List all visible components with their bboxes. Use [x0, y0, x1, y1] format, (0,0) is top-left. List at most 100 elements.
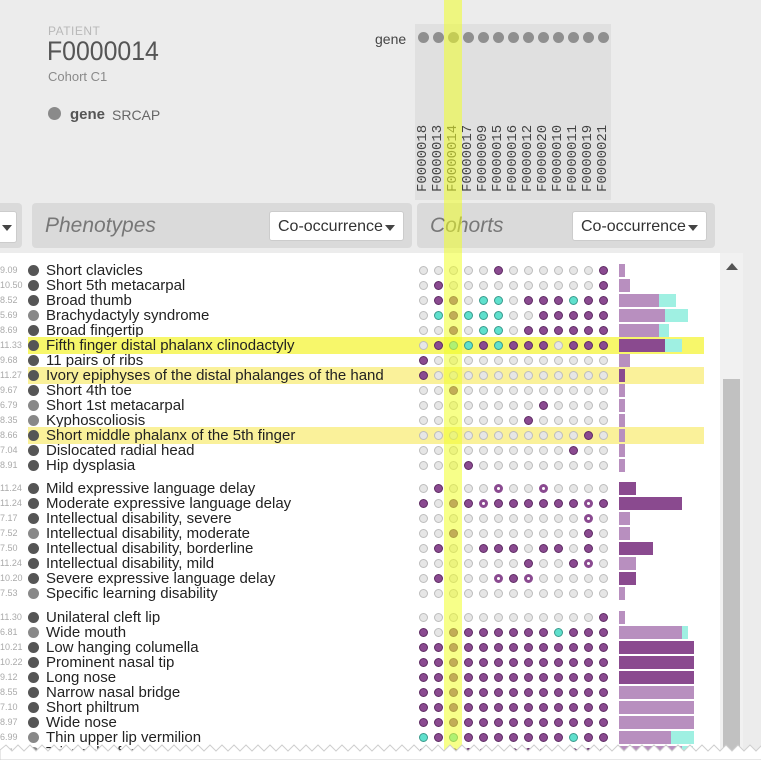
phenotype-label[interactable]: Wide mouth	[46, 624, 127, 641]
matrix-cell[interactable]	[418, 703, 428, 712]
matrix-cell[interactable]	[553, 718, 563, 727]
matrix-cell[interactable]	[553, 484, 563, 493]
matrix-cell[interactable]	[538, 401, 548, 410]
matrix-cell[interactable]	[568, 446, 578, 455]
matrix-cell[interactable]	[478, 688, 488, 697]
matrix-cell[interactable]	[523, 484, 533, 493]
matrix-cell[interactable]	[583, 559, 593, 568]
matrix-cell[interactable]	[433, 529, 443, 538]
matrix-cell[interactable]	[508, 574, 518, 583]
phenotype-row[interactable]: 8.69 Broad fingertip	[0, 323, 720, 338]
matrix-cell[interactable]	[463, 688, 473, 697]
matrix-cell[interactable]	[508, 733, 518, 742]
cohorts-sort-select[interactable]: Co-occurrence	[572, 211, 707, 241]
matrix-cell[interactable]	[478, 484, 488, 493]
matrix-cell[interactable]	[598, 281, 608, 290]
matrix-cell[interactable]	[433, 613, 443, 622]
matrix-cell[interactable]	[418, 371, 428, 380]
matrix-cell[interactable]	[418, 643, 428, 652]
matrix-cell[interactable]	[463, 529, 473, 538]
matrix-cell[interactable]	[418, 559, 428, 568]
matrix-cell[interactable]	[433, 416, 443, 425]
column-id[interactable]: F0000010	[550, 124, 566, 192]
phenotype-row[interactable]: 8.66 Short middle phalanx of the 5th fing…	[0, 427, 720, 444]
matrix-cell[interactable]	[418, 281, 428, 290]
matrix-cell[interactable]	[478, 658, 488, 667]
phenotype-row[interactable]: 10.21 Low hanging columella	[0, 640, 720, 655]
matrix-cell[interactable]	[568, 544, 578, 553]
matrix-cell[interactable]	[463, 461, 473, 470]
matrix-cell[interactable]	[508, 529, 518, 538]
matrix-cell[interactable]	[463, 628, 473, 637]
matrix-cell[interactable]	[508, 431, 518, 440]
matrix-cell[interactable]	[568, 326, 578, 335]
matrix-cell[interactable]	[493, 461, 503, 470]
matrix-cell[interactable]	[598, 559, 608, 568]
matrix-cell[interactable]	[538, 371, 548, 380]
matrix-cell[interactable]	[508, 628, 518, 637]
matrix-cell[interactable]	[538, 544, 548, 553]
matrix-cell[interactable]	[553, 703, 563, 712]
matrix-cell[interactable]	[553, 733, 563, 742]
matrix-cell[interactable]	[463, 326, 473, 335]
phenotype-row[interactable]: 11.24 Intellectual disability, mild	[0, 556, 720, 571]
matrix-cell[interactable]	[598, 544, 608, 553]
matrix-cell[interactable]	[463, 544, 473, 553]
matrix-cell[interactable]	[583, 484, 593, 493]
matrix-cell[interactable]	[523, 574, 533, 583]
matrix-cell[interactable]	[598, 733, 608, 742]
matrix-cell[interactable]	[478, 341, 488, 350]
matrix-cell[interactable]	[508, 341, 518, 350]
matrix-cell[interactable]	[538, 341, 548, 350]
matrix-cell[interactable]	[493, 266, 503, 275]
matrix-cell[interactable]	[418, 544, 428, 553]
matrix-cell[interactable]	[508, 266, 518, 275]
matrix-cell[interactable]	[523, 431, 533, 440]
matrix-cell[interactable]	[538, 386, 548, 395]
matrix-cell[interactable]	[478, 499, 488, 508]
matrix-cell[interactable]	[463, 341, 473, 350]
matrix-cell[interactable]	[478, 446, 488, 455]
matrix-cell[interactable]	[598, 446, 608, 455]
matrix-cell[interactable]	[583, 688, 593, 697]
phenotype-label[interactable]: Brachydactyly syndrome	[46, 307, 210, 324]
matrix-cell[interactable]	[523, 544, 533, 553]
matrix-cell[interactable]	[433, 499, 443, 508]
phenotype-row[interactable]: 8.35 Kyphoscoliosis	[0, 413, 720, 428]
matrix-cell[interactable]	[538, 461, 548, 470]
matrix-cell[interactable]	[568, 613, 578, 622]
matrix-cell[interactable]	[418, 718, 428, 727]
phenotype-row[interactable]: 9.12 Long nose	[0, 670, 720, 685]
matrix-cell[interactable]	[583, 673, 593, 682]
matrix-cell[interactable]	[568, 371, 578, 380]
scroll-up-icon[interactable]	[726, 263, 738, 270]
matrix-cell[interactable]	[523, 499, 533, 508]
matrix-cell[interactable]	[523, 589, 533, 598]
matrix-cell[interactable]	[523, 658, 533, 667]
matrix-cell[interactable]	[493, 484, 503, 493]
matrix-cell[interactable]	[418, 589, 428, 598]
matrix-cell[interactable]	[433, 461, 443, 470]
matrix-cell[interactable]	[463, 311, 473, 320]
phenotype-row[interactable]: 8.97 Wide nose	[0, 715, 720, 730]
phenotype-row[interactable]: 7.17 Intellectual disability, severe	[0, 511, 720, 526]
phenotype-label[interactable]: Wide nose	[46, 714, 117, 731]
matrix-cell[interactable]	[418, 733, 428, 742]
matrix-cell[interactable]	[433, 356, 443, 365]
matrix-cell[interactable]	[463, 643, 473, 652]
matrix-cell[interactable]	[478, 733, 488, 742]
matrix-cell[interactable]	[463, 574, 473, 583]
matrix-cell[interactable]	[523, 703, 533, 712]
matrix-cell[interactable]	[463, 703, 473, 712]
matrix-cell[interactable]	[538, 416, 548, 425]
matrix-cell[interactable]	[493, 628, 503, 637]
matrix-cell[interactable]	[568, 589, 578, 598]
matrix-cell[interactable]	[523, 311, 533, 320]
matrix-cell[interactable]	[523, 613, 533, 622]
matrix-cell[interactable]	[433, 371, 443, 380]
matrix-cell[interactable]	[568, 484, 578, 493]
matrix-cell[interactable]	[523, 401, 533, 410]
matrix-cell[interactable]	[508, 658, 518, 667]
phenotype-row[interactable]: 10.50 Short 5th metacarpal	[0, 278, 720, 293]
matrix-cell[interactable]	[478, 296, 488, 305]
